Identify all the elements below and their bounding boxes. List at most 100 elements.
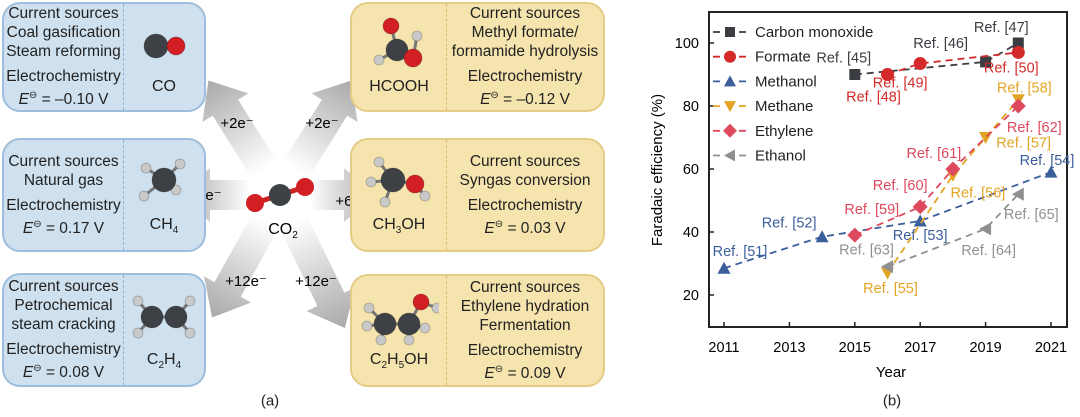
potential-value: = –0.10 V — [41, 91, 109, 109]
triangle-left-marker — [881, 260, 893, 274]
diamond-marker — [1010, 98, 1026, 114]
legend-item: Methane — [713, 98, 813, 115]
legend-label: Methanol — [755, 73, 817, 90]
triangle-up-marker — [724, 75, 736, 87]
molecule-column: CO — [124, 4, 204, 110]
x-tick-label: 2015 — [839, 340, 871, 356]
method-label: Electrochemistry — [467, 68, 583, 86]
reference-label: Ref. [53] — [893, 228, 948, 244]
reference-label: Ref. [60] — [873, 178, 928, 194]
reference-label: Ref. [51] — [713, 244, 768, 260]
sources-column: Current sources Syngas conversion Electroc… — [447, 140, 603, 250]
sources-heading: Current sources — [469, 152, 581, 170]
reference-label: Ref. [54] — [1020, 153, 1075, 169]
reference-label: Ref. [63] — [839, 243, 894, 259]
sources-heading: Current sources — [8, 278, 119, 296]
triangle-up-marker — [815, 230, 829, 243]
source-item: Ethylene hydration — [460, 297, 590, 315]
reference-label: Ref. [64] — [961, 243, 1016, 259]
formula-label: CO — [152, 78, 176, 95]
ethylene-molecule-icon — [132, 295, 196, 339]
circle-marker — [724, 50, 736, 63]
panel-b-caption: (b) — [882, 392, 902, 410]
square-marker — [849, 69, 861, 80]
series-methanol: Ref. [51] Ref. [52] Ref. [53] Ref. [54] — [713, 153, 1075, 274]
product-box-ethanol: C2H5OH Current sources Ethylene hydration F… — [350, 274, 605, 387]
source-item: Petrochemical — [14, 297, 113, 315]
ethanol-molecule-icon — [361, 293, 439, 346]
source-item: Steam reforming — [6, 43, 121, 61]
potential-value: = 0.09 V — [507, 365, 566, 383]
y-axis-label: Faradaic efficiency (%) — [649, 94, 666, 246]
circle-marker — [1011, 45, 1025, 59]
standard-potential: E⊖ = –0.12 V — [480, 86, 570, 109]
series-carbon-monoxide: Ref. [45] Ref. [46] Ref. [47] — [816, 20, 1029, 80]
standard-state-symbol: ⊖ — [490, 90, 499, 102]
reference-label: Ref. [47] — [974, 20, 1029, 36]
circle-marker — [913, 56, 927, 70]
sources-column: Current sources Petrochemical steam cracki… — [4, 275, 124, 385]
product-box-formic-acid: HCOOH Current sources Methyl formate/forma… — [350, 2, 605, 112]
reference-label: Ref. [50] — [984, 60, 1039, 76]
triangle-left-marker — [724, 149, 735, 162]
series-line — [723, 171, 1052, 270]
method-label: Electrochemistry — [467, 196, 583, 214]
triangle-up-marker — [913, 214, 927, 227]
method-label: Electrochemistry — [6, 196, 121, 214]
e-symbol: E — [22, 364, 34, 382]
reaction-arrow — [202, 80, 277, 178]
standard-state-symbol: ⊖ — [494, 363, 504, 375]
e-symbol: E — [484, 365, 495, 383]
series-ethanol: Ref. [63] Ref. [64] Ref. [65] — [839, 187, 1059, 274]
product-box-methanol: CH3OH Current sources Syngas conversion Ele… — [350, 138, 605, 252]
method-label: Electrochemistry — [467, 341, 583, 359]
triangle-left-marker — [1011, 187, 1024, 201]
reference-label: Ref. [48] — [846, 90, 901, 106]
legend-label: Carbon monoxide — [755, 24, 873, 41]
series-methane: Ref. [55] Ref. [56] Ref. [57] Ref. [58] — [863, 81, 1052, 297]
reference-label: Ref. [61] — [906, 146, 961, 162]
e-symbol: E — [480, 91, 491, 109]
source-item: Syngas conversion — [459, 171, 591, 189]
legend-item: Ethanol — [713, 147, 806, 165]
sources-heading: Current sources — [469, 5, 581, 23]
series-line — [886, 99, 1019, 274]
molecule-column: CH3OH — [352, 140, 447, 250]
series-ethylene: Ref. [59] Ref. [60] Ref. [61] Ref. [62] — [844, 98, 1062, 243]
standard-state-symbol: ⊖ — [28, 90, 38, 102]
diamond-marker — [912, 199, 928, 215]
reference-label: Ref. [56] — [950, 185, 1005, 201]
formic-acid-molecule-icon — [373, 17, 423, 68]
square-marker — [725, 27, 735, 37]
method-label: Electrochemistry — [6, 341, 121, 359]
reference-label: Ref. [65] — [1004, 207, 1059, 223]
potential-value: = 0.03 V — [507, 220, 566, 238]
standard-state-symbol: ⊖ — [33, 363, 42, 375]
series-line — [887, 193, 1019, 268]
potential-value: = –0.12 V — [503, 91, 570, 109]
legend-label: Methane — [755, 98, 813, 115]
formula-label: C2H4 — [146, 350, 182, 371]
legend-label: Ethanol — [755, 148, 806, 165]
standard-potential: E⊖ = 0.17 V — [23, 215, 104, 238]
x-tick-label: 2013 — [773, 340, 805, 356]
y-tick-label: 100 — [675, 36, 699, 52]
e-symbol: E — [18, 91, 29, 109]
legend-item: Ethylene — [713, 122, 813, 140]
co2-molecule-icon — [246, 178, 314, 212]
square-marker — [980, 56, 992, 68]
molecule-column: CH4 — [124, 140, 204, 250]
triangle-up-marker — [1044, 165, 1058, 178]
molecule-column: HCOOH — [352, 4, 447, 110]
reference-label: Ref. [62] — [1007, 120, 1062, 136]
y-tick-label: 40 — [683, 225, 699, 241]
legend-item: Methanol — [713, 73, 817, 90]
y-tick-label: 80 — [683, 99, 699, 115]
legend-label: Formate — [755, 49, 811, 66]
sources-column: Current sources Natural gas Electrochemist… — [4, 140, 124, 250]
source-item: Fermentation — [479, 316, 571, 334]
potential-value: = 0.08 V — [45, 364, 105, 382]
sources-column: Current sources Methyl formate/formamide … — [447, 4, 603, 110]
